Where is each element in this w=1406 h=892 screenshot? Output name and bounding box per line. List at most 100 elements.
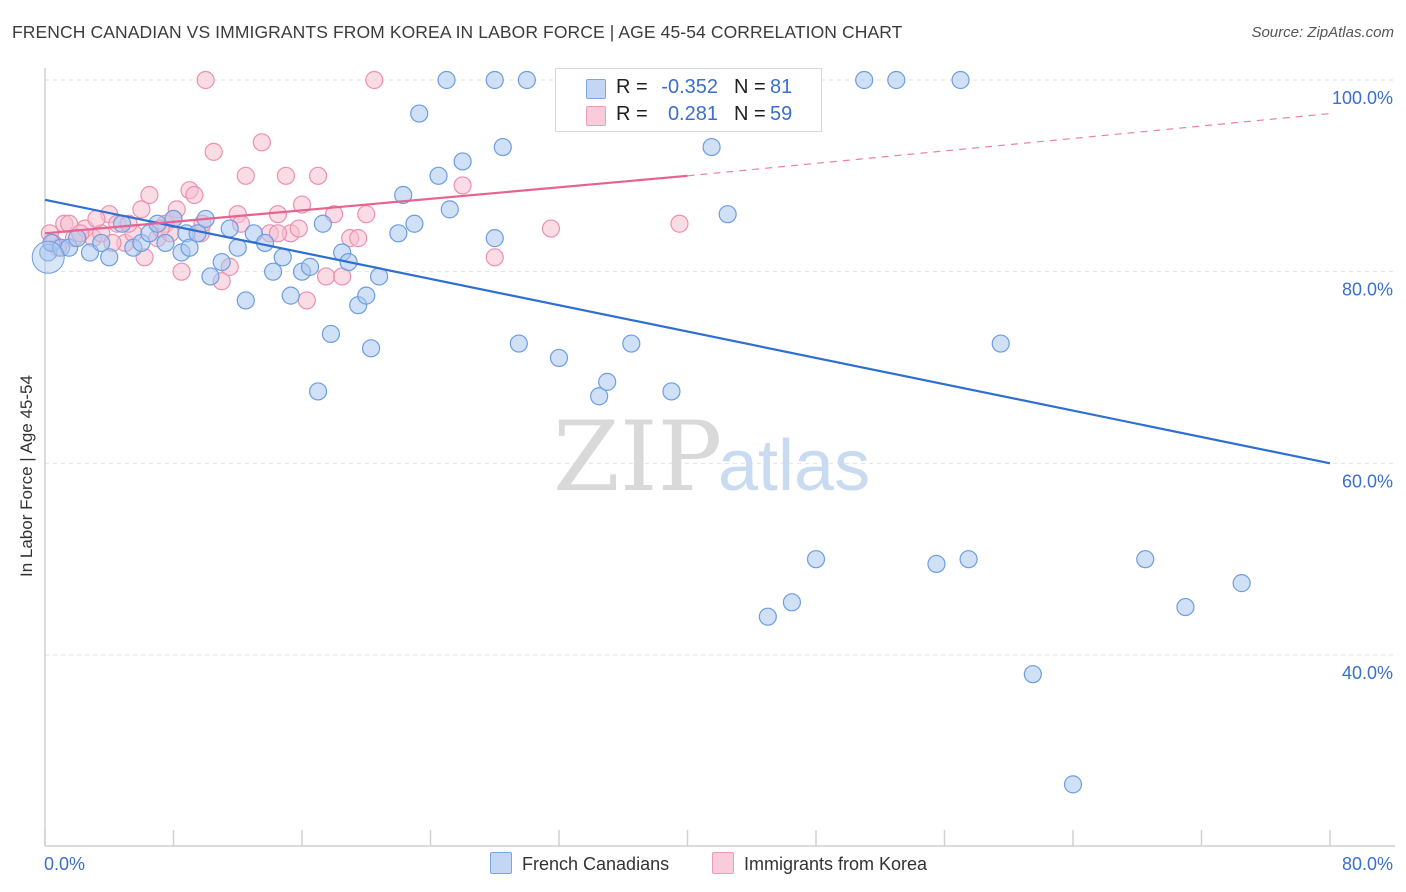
data-point-french-canadians — [437, 70, 456, 90]
data-point-french-canadians — [453, 152, 472, 171]
data-point-french-canadians — [887, 70, 906, 90]
legend-r-value: -0.352 — [661, 76, 718, 98]
x-tick-label: 80.0% — [1342, 854, 1393, 874]
data-point-immigrants-from-korea — [670, 214, 689, 233]
legend-row-french-canadians: R = -0.352 N = 81 — [556, 74, 821, 102]
data-point-french-canadians — [590, 387, 609, 406]
data-point-french-canadians — [100, 248, 119, 267]
data-point-immigrants-from-korea — [252, 133, 271, 152]
data-point-french-canadians — [440, 200, 459, 219]
data-point-immigrants-from-korea — [316, 267, 336, 286]
trendline-immigrants-from-korea-extension — [687, 112, 1331, 177]
data-point-french-canadians — [361, 339, 381, 358]
data-point-immigrants-from-korea — [453, 176, 472, 195]
data-point-french-canadians — [549, 348, 569, 368]
data-point-french-canadians — [1232, 574, 1251, 593]
data-point-french-canadians — [313, 214, 332, 233]
y-axis-title: In Labor Force | Age 45-54 — [17, 375, 36, 577]
watermark-atlas: atlas — [718, 426, 870, 506]
data-point-french-canadians — [263, 262, 283, 281]
data-point-french-canadians — [485, 70, 504, 90]
bottom-legend-immigrants-from-korea: Immigrants from Korea — [712, 852, 927, 875]
data-point-immigrants-from-korea — [485, 248, 504, 267]
data-point-immigrants-from-korea — [297, 291, 316, 310]
grid-lines — [45, 79, 1395, 656]
data-point-immigrants-from-korea — [292, 195, 312, 214]
legend-swatch-pink — [586, 106, 606, 126]
data-point-french-canadians — [927, 554, 946, 574]
bottom-legend-label: Immigrants from Korea — [744, 854, 928, 874]
data-point-french-canadians — [598, 372, 617, 391]
data-point-french-canadians — [493, 137, 512, 157]
data-point-immigrants-from-korea — [276, 166, 296, 185]
data-point-immigrants-from-korea — [357, 205, 376, 224]
data-point-immigrants-from-korea — [541, 219, 561, 238]
data-point-french-canadians — [991, 334, 1010, 353]
data-point-french-canadians — [228, 238, 247, 257]
data-point-immigrants-from-korea — [349, 229, 368, 248]
data-point-french-canadians — [662, 382, 681, 401]
legend-n-label: N = — [734, 76, 766, 98]
legend-swatch-blue — [586, 79, 606, 99]
data-point-french-canadians — [68, 229, 87, 248]
data-point-french-canadians — [394, 185, 413, 205]
legend-r-label: R = — [616, 76, 648, 98]
data-point-french-canadians — [718, 205, 737, 224]
data-point-immigrants-from-korea — [268, 205, 288, 224]
data-point-immigrants-from-korea — [172, 262, 191, 281]
bottom-legend-swatch-pink — [712, 852, 734, 874]
data-point-french-canadians — [1136, 550, 1155, 569]
data-point-immigrants-from-korea — [365, 70, 384, 90]
data-point-french-canadians — [959, 550, 978, 569]
data-point-french-canadians — [1063, 775, 1083, 794]
data-point-immigrants-from-korea — [236, 166, 255, 185]
data-point-french-canadians — [806, 550, 826, 569]
data-point-french-canadians — [300, 257, 320, 276]
data-point-french-canadians — [236, 291, 255, 310]
data-point-french-canadians — [485, 229, 504, 248]
data-point-french-canadians — [180, 238, 199, 257]
bottom-legend-swatch-blue — [490, 852, 512, 874]
data-point-french-canadians — [405, 214, 424, 233]
data-point-french-canadians — [622, 334, 641, 353]
data-point-french-canadians — [429, 166, 448, 185]
legend-n-label: N = — [734, 103, 766, 125]
trendline-immigrants-from-korea — [44, 174, 688, 235]
legend-row-immigrants-from-korea: R = 0.281 N = 59 — [556, 101, 821, 129]
data-point-french-canadians — [389, 224, 408, 243]
data-point-french-canadians — [281, 286, 300, 305]
data-point-french-canadians — [357, 286, 376, 305]
data-point-immigrants-from-korea — [140, 185, 159, 205]
watermark-zip: ZIP — [553, 401, 722, 513]
data-point-french-canadians — [308, 382, 328, 401]
data-point-french-canadians — [509, 334, 528, 353]
stats-legend: R = -0.352 N = 81 R = 0.281 N = 59 — [555, 68, 822, 132]
x-tick-label: 0.0% — [44, 854, 85, 874]
data-point-french-canadians — [758, 607, 777, 626]
data-point-immigrants-from-korea — [204, 142, 223, 161]
data-point-immigrants-from-korea — [132, 200, 151, 219]
data-point-immigrants-from-korea — [185, 185, 204, 205]
y-tick-label: 100.0% — [1332, 88, 1393, 108]
y-tick-label: 80.0% — [1342, 280, 1393, 300]
source-label: Source: ZipAtlas.com — [1251, 24, 1394, 41]
watermark: ZIP atlas — [553, 401, 870, 513]
legend-r-value: 0.281 — [667, 103, 718, 125]
y-tick-label: 40.0% — [1342, 663, 1393, 683]
data-point-french-canadians — [321, 324, 341, 344]
data-point-cluster — [31, 240, 65, 274]
bottom-legend: French Canadians Immigrants from Korea — [0, 852, 1406, 878]
data-point-french-canadians — [855, 70, 874, 90]
data-point-immigrants-from-korea — [308, 166, 328, 185]
legend-r-label: R = — [616, 103, 648, 125]
trendlines — [44, 112, 1331, 465]
legend-n-value: 81 — [770, 76, 793, 98]
data-point-french-canadians — [212, 252, 231, 272]
data-point-immigrants-from-korea — [268, 224, 288, 243]
trendline-french-canadians — [44, 198, 1331, 465]
data-point-french-canadians — [156, 233, 175, 253]
tick-labels: 40.0% 60.0% 80.0% 100.0% 0.0% 80.0% — [44, 88, 1393, 874]
data-point-french-canadians — [410, 104, 429, 123]
y-tick-label: 60.0% — [1342, 471, 1393, 491]
